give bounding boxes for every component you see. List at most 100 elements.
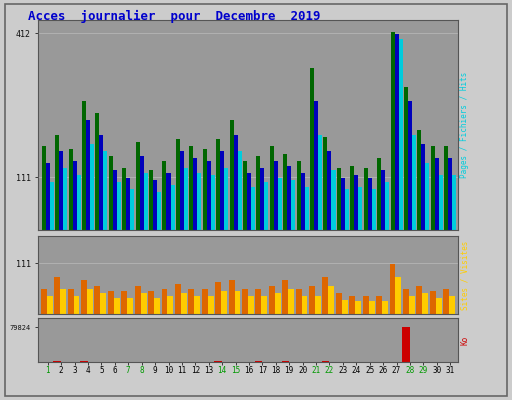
- Bar: [59, 151, 63, 230]
- Bar: [443, 289, 449, 314]
- Bar: [409, 296, 415, 314]
- Bar: [355, 301, 361, 314]
- Bar: [341, 178, 345, 230]
- Bar: [228, 280, 234, 314]
- Bar: [395, 34, 398, 230]
- Bar: [390, 264, 395, 314]
- Bar: [108, 291, 114, 314]
- Bar: [385, 182, 389, 230]
- Bar: [238, 151, 242, 230]
- Bar: [194, 296, 200, 314]
- Bar: [422, 293, 428, 314]
- Bar: [180, 151, 184, 230]
- Bar: [197, 173, 201, 230]
- Bar: [354, 175, 358, 230]
- Bar: [337, 168, 341, 230]
- Bar: [261, 296, 267, 314]
- Bar: [167, 296, 174, 314]
- Bar: [69, 149, 73, 230]
- Bar: [136, 142, 140, 230]
- Bar: [382, 301, 388, 314]
- Bar: [381, 170, 385, 230]
- Bar: [314, 101, 318, 230]
- Bar: [251, 187, 255, 230]
- Bar: [166, 173, 170, 230]
- Bar: [261, 168, 264, 230]
- Bar: [126, 178, 130, 230]
- Bar: [181, 293, 187, 314]
- Bar: [309, 286, 315, 314]
- Bar: [350, 166, 354, 230]
- Bar: [203, 149, 207, 230]
- Bar: [349, 296, 355, 314]
- Bar: [243, 161, 247, 230]
- Bar: [404, 87, 408, 230]
- Bar: [391, 32, 395, 230]
- Bar: [336, 293, 342, 314]
- Bar: [283, 154, 287, 230]
- Bar: [208, 296, 214, 314]
- Bar: [109, 156, 113, 230]
- Bar: [323, 277, 328, 314]
- Bar: [295, 289, 302, 314]
- Bar: [55, 134, 59, 230]
- Bar: [130, 190, 134, 230]
- Bar: [42, 146, 46, 230]
- Bar: [215, 282, 221, 314]
- Bar: [328, 151, 331, 230]
- Bar: [305, 187, 309, 230]
- Bar: [113, 170, 117, 230]
- Bar: [41, 289, 47, 314]
- Text: Acces  journalier  pour  Decembre  2019: Acces journalier pour Decembre 2019: [28, 10, 321, 23]
- Bar: [376, 296, 382, 314]
- Bar: [436, 298, 442, 314]
- Bar: [127, 298, 133, 314]
- Bar: [431, 146, 435, 230]
- Bar: [216, 139, 220, 230]
- Bar: [86, 120, 90, 230]
- Bar: [144, 173, 148, 230]
- Bar: [412, 134, 416, 230]
- Bar: [318, 134, 322, 230]
- Bar: [60, 289, 66, 314]
- Bar: [369, 301, 375, 314]
- Bar: [274, 161, 278, 230]
- Bar: [448, 158, 452, 230]
- Bar: [395, 277, 401, 314]
- Bar: [114, 298, 120, 314]
- Bar: [224, 168, 228, 230]
- Bar: [184, 168, 188, 230]
- Bar: [170, 185, 175, 230]
- Bar: [372, 190, 376, 230]
- Bar: [117, 182, 121, 230]
- Bar: [122, 168, 126, 230]
- Bar: [233, 134, 238, 230]
- Bar: [364, 168, 368, 230]
- Bar: [80, 361, 88, 362]
- Bar: [255, 289, 261, 314]
- Bar: [74, 296, 79, 314]
- Bar: [148, 291, 154, 314]
- Bar: [154, 298, 160, 314]
- Bar: [87, 289, 93, 314]
- Bar: [229, 120, 233, 230]
- Bar: [162, 161, 166, 230]
- Bar: [176, 139, 180, 230]
- Bar: [291, 180, 295, 230]
- Text: Ko: Ko: [460, 335, 470, 345]
- Bar: [194, 158, 197, 230]
- Bar: [73, 161, 77, 230]
- Bar: [452, 175, 456, 230]
- Bar: [425, 163, 430, 230]
- Bar: [345, 190, 349, 230]
- Bar: [275, 293, 281, 314]
- Text: Sites / Visites: Sites / Visites: [460, 240, 470, 310]
- Bar: [328, 286, 334, 314]
- Bar: [121, 291, 127, 314]
- Bar: [175, 284, 181, 314]
- Bar: [301, 173, 305, 230]
- Bar: [358, 187, 362, 230]
- Bar: [149, 170, 153, 230]
- Bar: [141, 293, 146, 314]
- Bar: [257, 156, 261, 230]
